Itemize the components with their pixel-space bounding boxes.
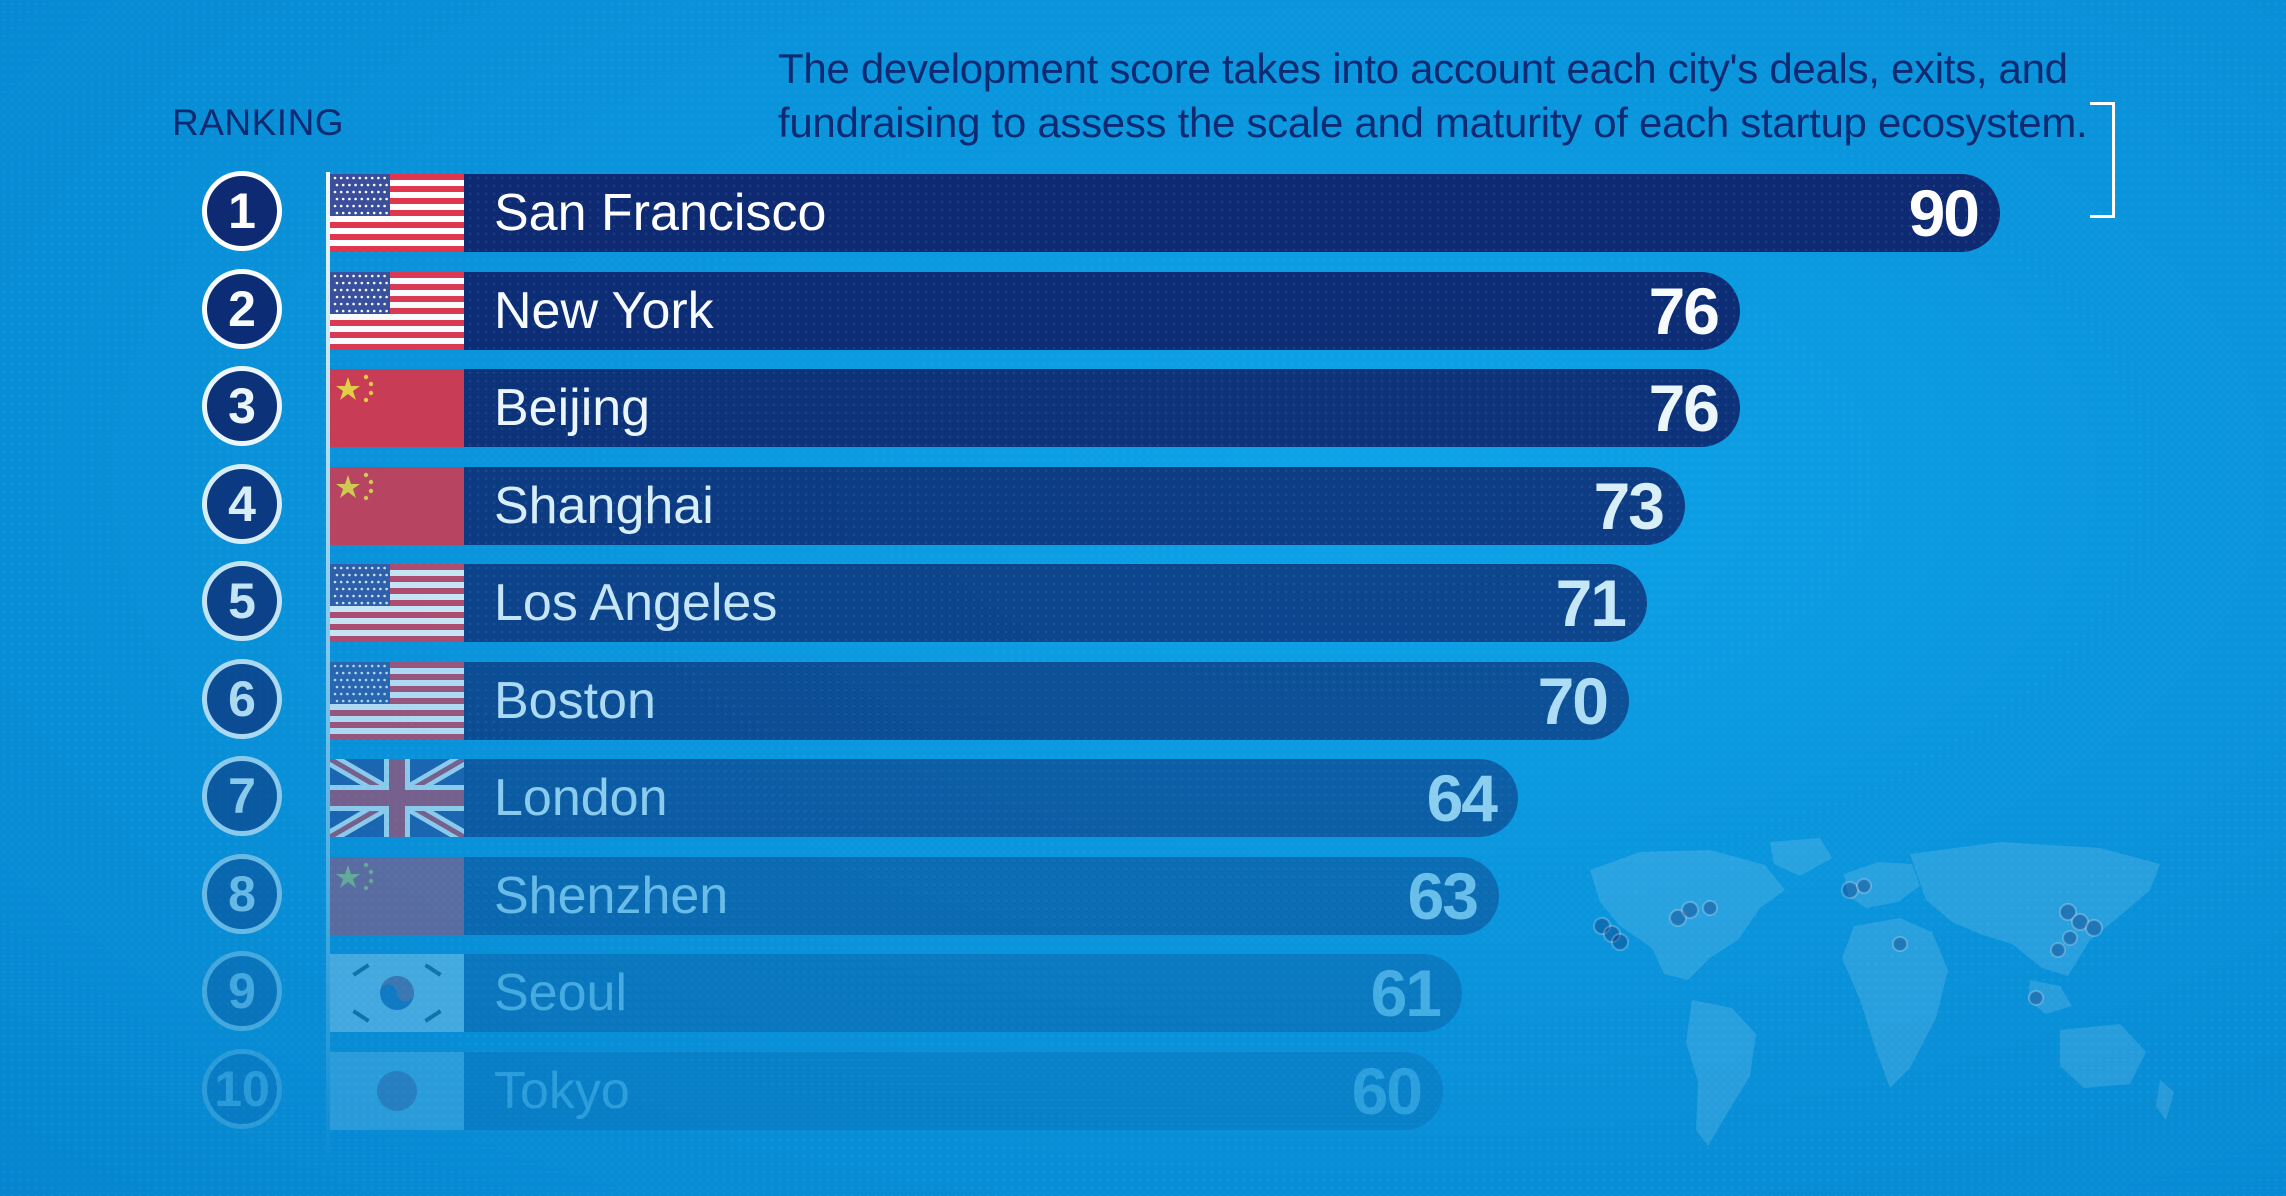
bar: Tokyo 60 <box>330 1051 1443 1130</box>
rank-badge: 1 <box>202 171 282 251</box>
rank-badge: 10 <box>202 1048 282 1129</box>
city-label: New York <box>494 281 714 340</box>
chart-row: 1 San Francisco 90 <box>0 171 2286 254</box>
world-map-icon <box>1590 838 2174 1146</box>
chart-row: 7 London 64 <box>0 756 2286 839</box>
chart-caption: The development score takes into account… <box>778 45 2088 146</box>
us-flag-icon <box>330 564 464 642</box>
data-label: 71 <box>1555 566 1627 640</box>
city-label: Tokyo <box>494 1061 630 1120</box>
bar: London 64 <box>330 759 1518 837</box>
city-label: London <box>494 769 668 827</box>
chart-row: 5 Los Angeles 71 <box>0 561 2286 644</box>
data-label: 64 <box>1426 761 1498 835</box>
city-label: Shanghai <box>494 476 714 535</box>
city-label: Seoul <box>494 964 627 1022</box>
korea-flag-icon <box>330 954 464 1032</box>
chart-row: 3 Beijing 76 <box>0 366 2286 449</box>
chart-row: 9 Seoul 61 <box>0 951 2286 1034</box>
china-flag-icon <box>330 856 464 935</box>
data-label: 76 <box>1648 273 1720 348</box>
us-flag-icon <box>330 271 464 350</box>
bar: Seoul 61 <box>330 954 1462 1032</box>
rank-badge: 3 <box>202 366 282 446</box>
rank-badge: 9 <box>202 951 282 1031</box>
chart-row: 2 New York 76 <box>0 268 2286 352</box>
rank-badge: 6 <box>202 658 282 739</box>
rank-badge: 2 <box>202 268 282 349</box>
city-label: Los Angeles <box>494 574 778 632</box>
data-label: 70 <box>1537 663 1609 738</box>
chart-row: 10 Tokyo 60 <box>0 1048 2286 1132</box>
bar: Shanghai 73 <box>330 466 1685 545</box>
chart-row: 6 Boston 70 <box>0 658 2286 742</box>
city-label: Shenzhen <box>494 866 729 925</box>
china-flag-icon <box>330 369 464 447</box>
chart-row: 8 Shenzhen 63 <box>0 853 2286 937</box>
city-label: Boston <box>494 671 656 730</box>
ranking-label: RANKING <box>172 102 345 143</box>
us-flag-icon <box>330 661 464 740</box>
chart-row: 4 Shanghai 73 <box>0 463 2286 547</box>
rank-badge: 8 <box>202 853 282 934</box>
bar: New York 76 <box>330 271 1740 350</box>
bar: Los Angeles 71 <box>330 564 1647 642</box>
city-label: San Francisco <box>494 184 827 242</box>
data-label: 60 <box>1351 1053 1423 1128</box>
city-label: Beijing <box>494 379 651 437</box>
data-label: 61 <box>1370 956 1442 1030</box>
data-label: 76 <box>1648 371 1720 445</box>
rank-badge: 7 <box>202 756 282 836</box>
china-flag-icon <box>330 466 464 545</box>
caption-bracket <box>2090 102 2115 218</box>
us-flag-icon <box>330 174 464 252</box>
data-label: 73 <box>1593 468 1665 543</box>
rank-badge: 4 <box>202 463 282 544</box>
uk-flag-icon <box>330 759 464 837</box>
rank-badge: 5 <box>202 561 282 641</box>
bar: Beijing 76 <box>330 369 1740 447</box>
bar: Shenzhen 63 <box>330 856 1499 935</box>
bar: San Francisco 90 <box>330 174 2000 252</box>
bar: Boston 70 <box>330 661 1629 740</box>
japan-flag-icon <box>330 1051 464 1130</box>
axis-line <box>326 172 330 1172</box>
data-label: 63 <box>1407 858 1479 933</box>
data-label: 90 <box>1908 176 1980 250</box>
